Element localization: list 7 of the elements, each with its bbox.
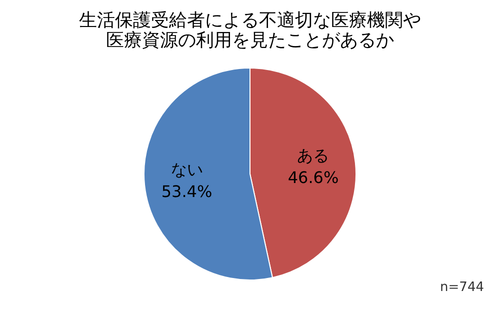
slice-label: ある <box>297 146 330 166</box>
data-label: 46.6% <box>288 168 339 188</box>
text: 医療資源の利用を見たことがあるか <box>106 30 394 51</box>
text: 生活保護受給者による不適切な医療機関や <box>79 10 421 31</box>
data-label: 53.4% <box>161 182 212 201</box>
slice-label: ない <box>170 160 203 179</box>
text: n=744 <box>440 280 484 295</box>
